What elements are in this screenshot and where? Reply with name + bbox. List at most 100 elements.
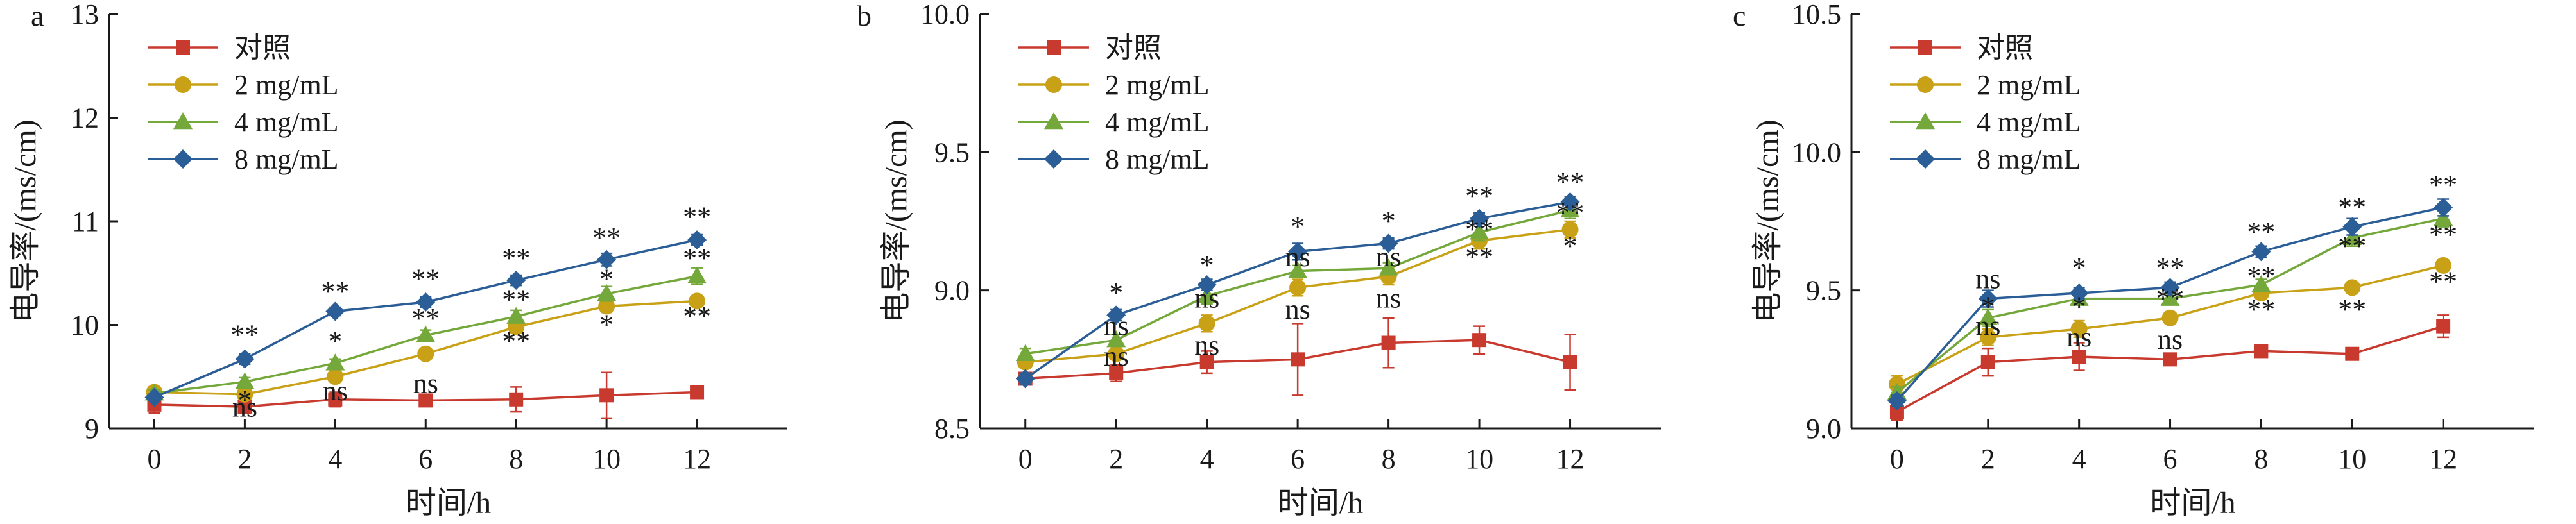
significance-label: ns	[1285, 241, 1310, 273]
data-point	[597, 249, 617, 269]
legend: 对照 2 mg/mL 4 mg/mL 8 mg/mL	[1018, 32, 1210, 175]
significance-label: ns	[1376, 283, 1401, 314]
data-point	[418, 393, 433, 408]
data-point	[144, 387, 164, 407]
data-point	[1015, 369, 1035, 389]
y-tick-label: 10.5	[1792, 0, 1841, 30]
data-point	[506, 307, 526, 324]
significance-label: *	[2072, 252, 2086, 283]
significance-label: *	[1291, 211, 1305, 242]
x-axis-title: 时间/h	[1278, 486, 1363, 520]
x-axis-title: 时间/h	[406, 486, 491, 520]
data-point	[509, 392, 524, 407]
significance-label: ns	[2066, 321, 2091, 353]
data-point	[2160, 278, 2180, 298]
x-tick-label: 10	[2338, 443, 2366, 475]
data-point	[1199, 355, 1214, 369]
data-point	[2070, 320, 2088, 337]
legend: 对照 2 mg/mL 4 mg/mL 8 mg/mL	[1890, 32, 2081, 175]
data-point	[2435, 257, 2452, 274]
legend-label: 对照	[234, 32, 291, 63]
panel-label: b	[857, 0, 872, 32]
data-point	[1045, 76, 1062, 93]
data-point	[417, 345, 434, 362]
data-point	[1381, 335, 1396, 350]
data-point	[1916, 112, 1935, 130]
significance-label: *	[1563, 230, 1577, 262]
data-point	[2163, 352, 2177, 367]
significance-label: *	[1200, 249, 1214, 281]
data-point	[1289, 279, 1307, 296]
significance-label: **	[1465, 241, 1493, 273]
data-point	[1378, 258, 1398, 276]
y-tick-label: 9.0	[1806, 413, 1841, 444]
data-point	[1047, 40, 1061, 55]
data-point	[506, 271, 526, 291]
significance-label: ns	[1975, 310, 2000, 342]
data-point	[1918, 40, 1932, 55]
significance-label: **	[502, 325, 530, 357]
significance-label: **	[411, 263, 440, 294]
significance-label: ns	[1194, 330, 1219, 361]
x-tick-label: 6	[2163, 443, 2177, 475]
data-point	[1980, 355, 1995, 369]
significance-label: **	[683, 201, 711, 233]
x-tick-label: 10	[1465, 443, 1493, 475]
significance-label: ns	[1376, 241, 1401, 273]
data-point	[236, 385, 253, 403]
data-point	[599, 388, 614, 403]
y-tick-label: 9.5	[1806, 275, 1841, 307]
significance-label: **	[2156, 283, 2185, 314]
data-point	[416, 325, 436, 342]
significance-label: ns	[1285, 294, 1310, 325]
data-point	[1889, 405, 1904, 419]
y-tick-label: 11	[72, 206, 99, 237]
x-tick-label: 4	[328, 443, 342, 475]
chart-panel-c: c 9.0 9.5 10.0 10.5 0 2 4 6 8 10 12 时间/h 电导率/(ms/cm) n…	[1733, 0, 2534, 520]
data-point	[2434, 208, 2453, 226]
data-point	[327, 368, 344, 385]
legend-label: 对照	[1977, 32, 2033, 63]
significance-label: *	[328, 325, 342, 357]
data-point	[1378, 233, 1398, 253]
legend: 对照 2 mg/mL 4 mg/mL 8 mg/mL	[148, 32, 339, 175]
significance-label: ns	[1194, 283, 1219, 314]
significance-label: ns	[2158, 324, 2183, 355]
y-tick-label: 9.5	[934, 137, 970, 168]
data-point	[1917, 76, 1934, 93]
data-point	[690, 385, 705, 400]
x-tick-label: 12	[2429, 443, 2457, 475]
x-tick-label: 6	[1291, 443, 1305, 475]
significance-label: **	[683, 242, 711, 274]
series-0	[147, 371, 705, 419]
legend-label: 对照	[1105, 32, 1162, 63]
significance-label: **	[2338, 294, 2366, 325]
legend-label: 2 mg/mL	[1105, 69, 1210, 101]
y-tick-label: 8.5	[934, 413, 970, 444]
significance-label: *	[599, 263, 614, 294]
data-point	[2436, 319, 2451, 334]
data-point	[1288, 242, 1308, 262]
x-tick-label: 8	[2254, 443, 2268, 475]
data-point	[173, 112, 193, 130]
x-tick-label: 2	[1981, 443, 1995, 475]
series-3	[144, 230, 707, 407]
data-point	[687, 266, 707, 283]
series-2	[1015, 200, 1580, 361]
significance-label: **	[230, 319, 259, 351]
data-point	[597, 284, 617, 301]
significance-label: **	[2247, 260, 2275, 292]
data-point	[1470, 223, 1490, 240]
series-0	[1889, 314, 2451, 421]
data-point	[2161, 309, 2179, 326]
significance-label: **	[1465, 180, 1493, 212]
significance-label: **	[2338, 230, 2366, 262]
y-tick-label: 10.0	[920, 0, 970, 30]
y-tick-label: 13	[71, 0, 99, 30]
legend-label: 4 mg/mL	[1977, 106, 2081, 138]
data-point	[2160, 289, 2180, 306]
x-tick-label: 8	[509, 443, 523, 475]
data-point	[2342, 217, 2362, 237]
significance-label: **	[2247, 216, 2275, 248]
